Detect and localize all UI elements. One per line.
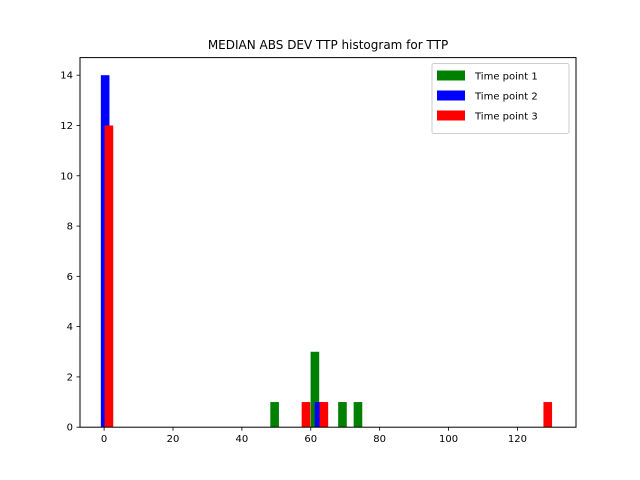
bar-series1-4 <box>353 402 363 428</box>
legend-swatch-3 <box>437 110 465 121</box>
y-tick-label: 0 <box>67 423 73 434</box>
legend-label-1: Time point 1 <box>474 72 538 83</box>
y-tick-label: 12 <box>60 121 73 132</box>
x-tick-label: 20 <box>167 434 180 445</box>
bar-series1-3 <box>338 402 347 428</box>
bar-series3-2 <box>301 402 311 428</box>
y-tick-label: 8 <box>67 222 73 233</box>
bar-series1-1 <box>270 402 279 428</box>
legend-swatch-1 <box>437 70 465 81</box>
x-axis: 0 20 40 60 80 100 120 <box>101 427 527 445</box>
y-tick-label: 14 <box>60 71 73 82</box>
y-axis: 0 2 4 6 8 10 12 14 <box>60 71 80 434</box>
bars-group <box>100 75 553 428</box>
chart-title: MEDIAN ABS DEV TTP histogram for TTP <box>208 38 448 52</box>
y-tick-label: 10 <box>60 171 73 182</box>
bar-series2-2 <box>314 402 324 428</box>
bar-series3-3 <box>319 402 329 428</box>
legend-swatch-2 <box>437 90 465 101</box>
y-tick-label: 2 <box>67 372 73 383</box>
x-tick-label: 80 <box>373 434 386 445</box>
y-tick-label: 6 <box>67 272 73 283</box>
legend: Time point 1 Time point 2 Time point 3 <box>431 63 570 134</box>
legend-label-3: Time point 3 <box>474 112 538 123</box>
plot-frame <box>79 57 577 428</box>
bar-series1-2 <box>310 351 320 428</box>
x-tick-label: 60 <box>304 434 317 445</box>
bar-series3-1 <box>104 125 114 428</box>
x-tick-label: 0 <box>101 434 107 445</box>
x-tick-label: 100 <box>439 434 458 445</box>
y-tick-label: 4 <box>67 322 73 333</box>
x-tick-label: 120 <box>508 434 527 445</box>
x-tick-label: 40 <box>236 434 249 445</box>
bar-series3-4 <box>543 402 553 428</box>
legend-label-2: Time point 2 <box>474 92 538 103</box>
legend-box <box>431 63 570 134</box>
